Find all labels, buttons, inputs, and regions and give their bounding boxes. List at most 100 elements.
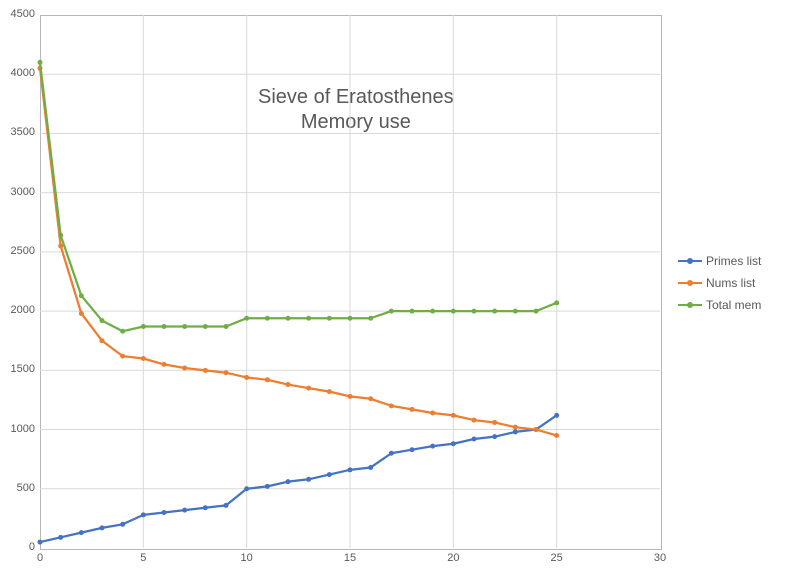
series-marker bbox=[368, 396, 373, 401]
series-marker bbox=[58, 243, 63, 248]
series-marker bbox=[513, 429, 518, 434]
legend-swatch bbox=[678, 256, 702, 266]
series-marker bbox=[182, 508, 187, 513]
x-tick-label: 30 bbox=[645, 552, 675, 564]
series-marker bbox=[368, 465, 373, 470]
series-marker bbox=[58, 535, 63, 540]
series-marker bbox=[100, 318, 105, 323]
series-marker bbox=[162, 324, 167, 329]
series-marker bbox=[79, 530, 84, 535]
series-marker bbox=[203, 368, 208, 373]
series-marker bbox=[327, 472, 332, 477]
series-marker bbox=[389, 451, 394, 456]
series-marker bbox=[389, 403, 394, 408]
x-tick-label: 0 bbox=[25, 552, 55, 564]
series-marker bbox=[430, 309, 435, 314]
series-marker bbox=[224, 370, 229, 375]
series-marker bbox=[120, 354, 125, 359]
series-marker bbox=[534, 309, 539, 314]
y-tick-label: 1500 bbox=[11, 363, 35, 375]
series-marker bbox=[38, 60, 43, 65]
series-line bbox=[40, 415, 557, 542]
series-marker bbox=[100, 338, 105, 343]
y-tick-label: 500 bbox=[17, 482, 35, 494]
series-marker bbox=[306, 316, 311, 321]
y-tick-label: 3000 bbox=[11, 186, 35, 198]
series-marker bbox=[141, 324, 146, 329]
series-marker bbox=[244, 316, 249, 321]
series-marker bbox=[38, 540, 43, 545]
series-marker bbox=[534, 427, 539, 432]
series-marker bbox=[492, 434, 497, 439]
series-marker bbox=[472, 437, 477, 442]
series-svg bbox=[0, 0, 792, 573]
legend: Primes list Nums list Total mem bbox=[678, 250, 761, 316]
legend-swatch bbox=[678, 278, 702, 288]
series-marker bbox=[286, 479, 291, 484]
series-marker bbox=[79, 311, 84, 316]
series-line bbox=[40, 62, 557, 331]
legend-item: Nums list bbox=[678, 272, 761, 294]
series-marker bbox=[389, 309, 394, 314]
series-marker bbox=[472, 309, 477, 314]
series-marker bbox=[554, 413, 559, 418]
series-marker bbox=[410, 447, 415, 452]
series-marker bbox=[492, 420, 497, 425]
series-marker bbox=[451, 413, 456, 418]
legend-label: Primes list bbox=[706, 254, 761, 268]
legend-item: Total mem bbox=[678, 294, 761, 316]
series-marker bbox=[286, 382, 291, 387]
series-marker bbox=[430, 444, 435, 449]
legend-label: Nums list bbox=[706, 276, 755, 290]
series-marker bbox=[265, 484, 270, 489]
series-marker bbox=[368, 316, 373, 321]
series-marker bbox=[472, 418, 477, 423]
series-marker bbox=[348, 394, 353, 399]
series-marker bbox=[348, 467, 353, 472]
series-marker bbox=[203, 324, 208, 329]
x-tick-label: 15 bbox=[335, 552, 365, 564]
x-tick-label: 5 bbox=[128, 552, 158, 564]
series-marker bbox=[286, 316, 291, 321]
x-tick-label: 25 bbox=[542, 552, 572, 564]
x-tick-label: 10 bbox=[232, 552, 262, 564]
series-marker bbox=[327, 316, 332, 321]
series-marker bbox=[182, 365, 187, 370]
series-marker bbox=[58, 233, 63, 238]
x-tick-label: 20 bbox=[438, 552, 468, 564]
series-marker bbox=[79, 293, 84, 298]
series-marker bbox=[492, 309, 497, 314]
y-tick-label: 4500 bbox=[11, 8, 35, 20]
series-marker bbox=[410, 407, 415, 412]
legend-swatch bbox=[678, 300, 702, 310]
y-tick-label: 2500 bbox=[11, 245, 35, 257]
series-marker bbox=[451, 441, 456, 446]
series-marker bbox=[451, 309, 456, 314]
series-marker bbox=[120, 522, 125, 527]
series-marker bbox=[224, 324, 229, 329]
series-marker bbox=[348, 316, 353, 321]
series-marker bbox=[182, 324, 187, 329]
series-marker bbox=[265, 316, 270, 321]
series-marker bbox=[513, 425, 518, 430]
series-marker bbox=[244, 486, 249, 491]
legend-item: Primes list bbox=[678, 250, 761, 272]
y-tick-label: 1000 bbox=[11, 423, 35, 435]
series-marker bbox=[141, 512, 146, 517]
series-marker bbox=[554, 300, 559, 305]
series-marker bbox=[224, 503, 229, 508]
series-marker bbox=[265, 377, 270, 382]
series-marker bbox=[162, 510, 167, 515]
y-tick-label: 3500 bbox=[11, 126, 35, 138]
series-line bbox=[40, 68, 557, 435]
series-marker bbox=[244, 375, 249, 380]
series-marker bbox=[203, 505, 208, 510]
chart-container: { "chart": { "type": "line", "title_line… bbox=[0, 0, 792, 573]
series-marker bbox=[513, 309, 518, 314]
y-tick-label: 2000 bbox=[11, 304, 35, 316]
series-marker bbox=[306, 386, 311, 391]
series-marker bbox=[162, 362, 167, 367]
series-marker bbox=[430, 410, 435, 415]
series-marker bbox=[554, 433, 559, 438]
series-marker bbox=[141, 356, 146, 361]
